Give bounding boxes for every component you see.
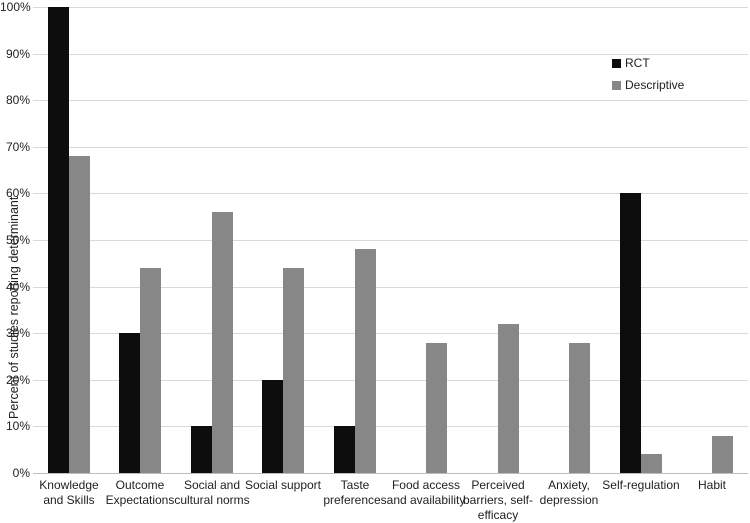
bar-rct-taste-preferences: [334, 426, 355, 473]
bar-rct-social-and-cultural-norms: [191, 426, 212, 473]
bar-descriptive-taste-preferences: [355, 249, 376, 473]
gridline: [33, 7, 748, 8]
bar-descriptive-knowledge-and-skills: [69, 156, 90, 473]
y-tick-label: 60%: [5, 186, 30, 200]
x-category-label-habit: Habit: [697, 478, 726, 492]
y-tick-label: 40%: [5, 280, 30, 294]
gridline: [33, 193, 748, 194]
legend-item-rct: RCT: [612, 52, 684, 74]
descriptive-swatch-icon: [612, 80, 621, 90]
gridline: [33, 380, 748, 381]
gridline: [33, 240, 748, 241]
bar-descriptive-self-regulation: [641, 454, 662, 473]
gridline: [33, 147, 748, 148]
y-tick-label: 0%: [12, 466, 30, 480]
bar-rct-knowledge-and-skills: [48, 7, 69, 473]
gridline: [33, 333, 748, 334]
bar-rct-social-support: [262, 380, 283, 473]
x-category-label-food-access-and-availability: Food access and availability: [386, 478, 466, 507]
bar-descriptive-anxiety-depression: [569, 343, 590, 473]
legend-label-rct: RCT: [625, 56, 650, 70]
bar-descriptive-habit: [712, 436, 733, 473]
x-axis-line: [33, 473, 748, 474]
y-tick-label: 50%: [5, 233, 30, 247]
x-category-label-knowledge-and-skills: Knowledge and Skills: [39, 478, 99, 507]
bar-descriptive-food-access-and-availability: [426, 343, 447, 473]
bar-descriptive-social-support: [283, 268, 304, 473]
bar-rct-self-regulation: [620, 193, 641, 473]
bar-descriptive-outcome-expectations: [140, 268, 161, 473]
y-tick-label: 80%: [5, 93, 30, 107]
y-tick-label: 90%: [5, 47, 30, 61]
rct-swatch-icon: [612, 58, 621, 68]
x-category-label-anxiety-depression: Anxiety, depression: [539, 478, 599, 507]
y-tick-label: 20%: [5, 373, 30, 387]
legend: RCT Descriptive: [612, 52, 684, 96]
y-axis-title: Percent of studies reporting determinant: [7, 196, 21, 420]
legend-label-descriptive: Descriptive: [625, 78, 685, 92]
x-category-label-perceived-barriers-self-efficacy: Perceived barriers, self- efficacy: [462, 478, 533, 522]
bar-descriptive-social-and-cultural-norms: [212, 212, 233, 473]
gridline: [33, 54, 748, 55]
bar-descriptive-perceived-barriers-self-efficacy: [498, 324, 519, 473]
x-category-label-social-support: Social support: [244, 478, 322, 492]
gridline: [33, 426, 748, 427]
legend-item-descriptive: Descriptive: [612, 74, 684, 96]
y-tick-label: 10%: [5, 419, 30, 433]
x-category-label-taste-preferences: Taste preferences: [323, 478, 387, 507]
gridline: [33, 287, 748, 288]
bar-rct-outcome-expectations: [119, 333, 140, 473]
x-category-label-social-and-cultural-norms: Social and cultural norms: [174, 478, 250, 507]
gridline: [33, 100, 748, 101]
x-category-label-self-regulation: Self-regulation: [602, 478, 680, 492]
y-tick-label: 30%: [5, 326, 30, 340]
y-tick-label: 70%: [5, 140, 30, 154]
x-category-label-outcome-expectations: Outcome Expectations: [105, 478, 175, 507]
y-tick-label: 100%: [0, 0, 31, 14]
